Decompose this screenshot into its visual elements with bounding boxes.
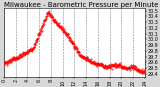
Text: Milwaukee - Barometric Pressure per Minute (Last 24 Hours): Milwaukee - Barometric Pressure per Minu… xyxy=(4,1,160,8)
